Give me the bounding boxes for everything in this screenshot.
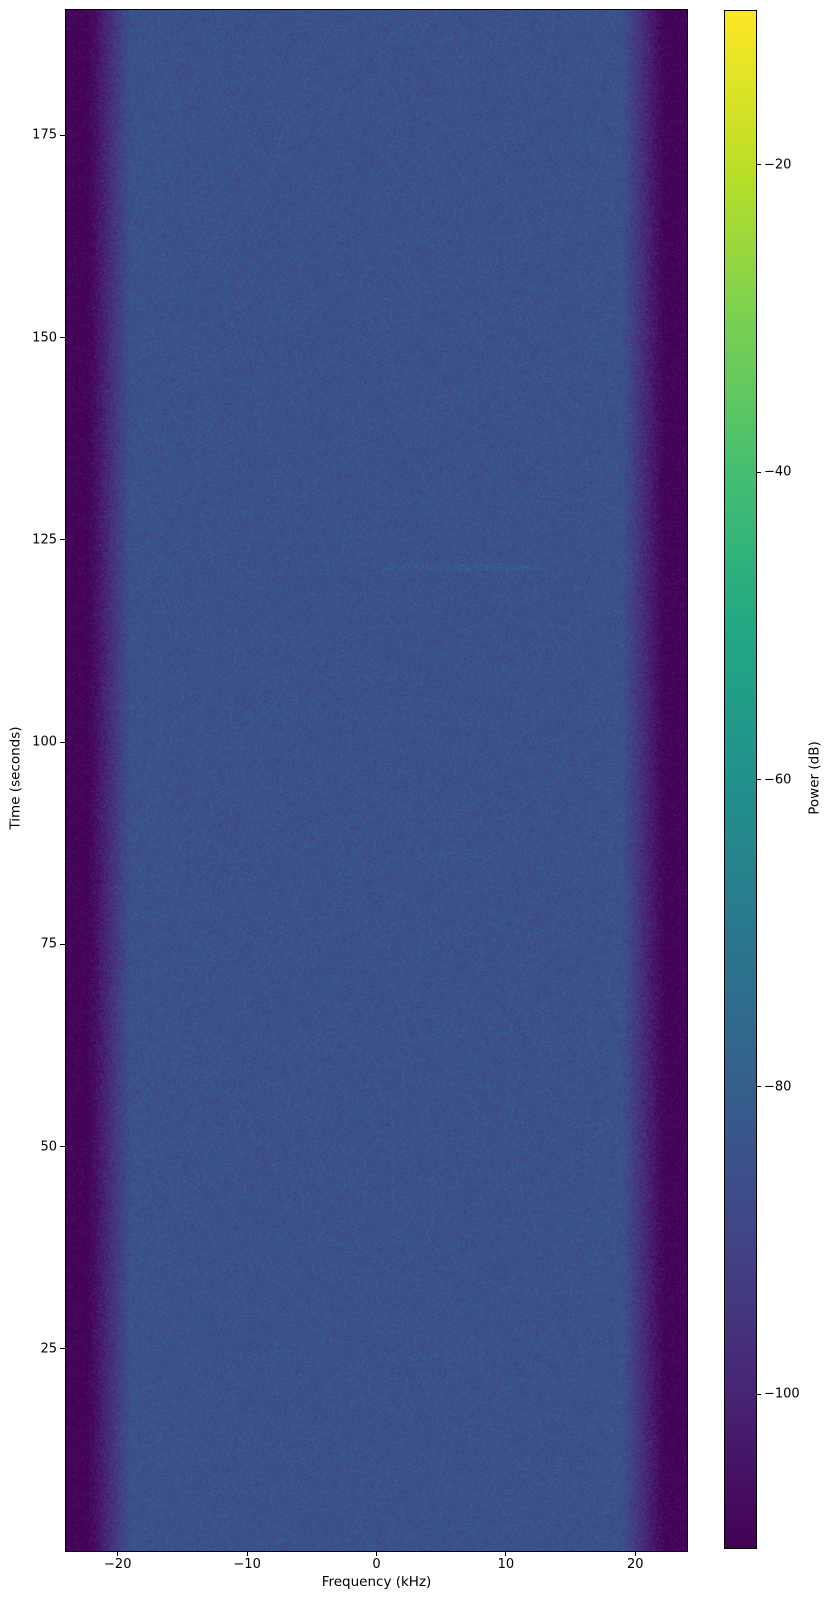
- plot-area: [65, 9, 688, 1552]
- x-tick-mark: [505, 1552, 507, 1556]
- y-tick-mark: [60, 1146, 65, 1148]
- colorbar-tick-mark: [757, 779, 761, 780]
- colorbar-tick-label: −40: [764, 464, 792, 480]
- y-tick-label: 50: [40, 1139, 57, 1155]
- colorbar-tick-mark: [757, 471, 761, 473]
- colorbar-tick-label: −60: [764, 772, 792, 787]
- y-tick-mark: [60, 134, 65, 136]
- x-tick-label: 10: [497, 1557, 515, 1572]
- colorbar: [724, 10, 757, 1549]
- colorbar-tick-mark: [757, 1393, 761, 1395]
- x-tick-label: −20: [104, 1557, 132, 1572]
- y-tick-label: 25: [40, 1341, 57, 1357]
- y-tick-label: 75: [40, 936, 57, 952]
- y-axis-label: Time (seconds): [7, 726, 24, 830]
- colorbar-tick-label: −80: [764, 1079, 792, 1095]
- colorbar-tick-mark: [757, 1086, 761, 1088]
- y-tick-mark: [60, 1348, 65, 1350]
- y-tick-mark: [60, 741, 65, 743]
- y-tick-label: 150: [32, 330, 57, 346]
- colorbar-tick-mark: [757, 164, 761, 166]
- y-tick-mark: [60, 337, 65, 339]
- colorbar-tick-label: −100: [764, 1386, 800, 1402]
- x-axis-label: Frequency (kHz): [321, 1574, 432, 1590]
- x-tick-mark: [634, 1552, 636, 1556]
- x-tick-mark: [117, 1552, 119, 1556]
- x-tick-label: −10: [233, 1557, 261, 1572]
- x-tick-label: 20: [626, 1557, 644, 1572]
- y-tick-mark: [60, 539, 65, 541]
- y-tick-label: 125: [32, 532, 57, 548]
- colorbar-gradient: [725, 11, 756, 1548]
- x-tick-mark: [376, 1552, 377, 1556]
- x-tick-mark: [246, 1552, 248, 1556]
- colorbar-tick-label: −20: [764, 157, 792, 173]
- x-tick-label: 0: [372, 1557, 381, 1572]
- y-tick-label: 100: [32, 734, 57, 750]
- spectrogram-image: [66, 10, 687, 1551]
- colorbar-label: Power (dB): [806, 741, 823, 815]
- y-tick-mark: [60, 943, 65, 945]
- y-tick-label: 175: [32, 127, 57, 143]
